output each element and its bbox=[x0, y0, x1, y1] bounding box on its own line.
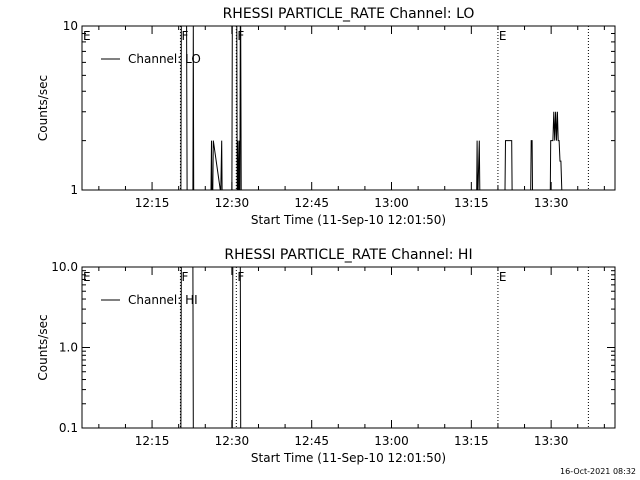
event-marker-label: E bbox=[83, 270, 91, 284]
y-tick-label: 0.1 bbox=[59, 421, 78, 435]
legend-label: Channel: HI bbox=[128, 293, 198, 307]
footer-timestamp: 16-Oct-2021 08:32 bbox=[560, 467, 636, 476]
x-tick-label: 13:15 bbox=[454, 434, 489, 448]
series-line bbox=[180, 25, 563, 191]
x-axis-label: Start Time (11-Sep-10 12:01:50) bbox=[251, 451, 446, 465]
y-axis-label: Counts/sec bbox=[36, 314, 50, 380]
y-tick-label: 1.0 bbox=[59, 341, 78, 355]
plot-frame bbox=[81, 25, 616, 191]
x-tick-label: 13:30 bbox=[534, 196, 569, 210]
x-tick-label: 13:00 bbox=[374, 196, 409, 210]
x-tick-label: 13:30 bbox=[534, 434, 569, 448]
chart-title: RHESSI PARTICLE_RATE Channel: HI bbox=[224, 247, 472, 263]
x-tick-label: 13:00 bbox=[374, 434, 409, 448]
plot-frame bbox=[81, 266, 616, 429]
y-axis-label: Counts/sec bbox=[36, 75, 50, 141]
series-line bbox=[180, 266, 242, 429]
event-marker-label: F bbox=[181, 270, 188, 284]
chart-title: RHESSI PARTICLE_RATE Channel: LO bbox=[223, 6, 475, 22]
y-tick-label: 10 bbox=[63, 19, 78, 33]
x-tick-label: 12:30 bbox=[215, 434, 250, 448]
y-tick-label: 1 bbox=[70, 183, 78, 197]
panel-lo: RHESSI PARTICLE_RATE Channel: LO Start Ti… bbox=[36, 6, 616, 227]
x-tick-label: 12:45 bbox=[294, 196, 329, 210]
x-tick-label: 12:15 bbox=[135, 434, 170, 448]
y-tick-label: 10.0 bbox=[51, 260, 78, 274]
event-marker-label: E bbox=[499, 270, 507, 284]
x-axis-label: Start Time (11-Sep-10 12:01:50) bbox=[251, 213, 446, 227]
x-tick-label: 13:15 bbox=[454, 196, 489, 210]
x-tick-label: 12:15 bbox=[135, 196, 170, 210]
x-tick-label: 12:30 bbox=[215, 196, 250, 210]
legend-label: Channel: LO bbox=[128, 52, 201, 66]
event-marker-label: E bbox=[499, 29, 507, 43]
x-tick-label: 12:45 bbox=[294, 434, 329, 448]
event-marker-label: E bbox=[83, 29, 91, 43]
event-marker-label: F bbox=[181, 29, 188, 43]
panel-hi: RHESSI PARTICLE_RATE Channel: HI Start Ti… bbox=[36, 247, 616, 465]
